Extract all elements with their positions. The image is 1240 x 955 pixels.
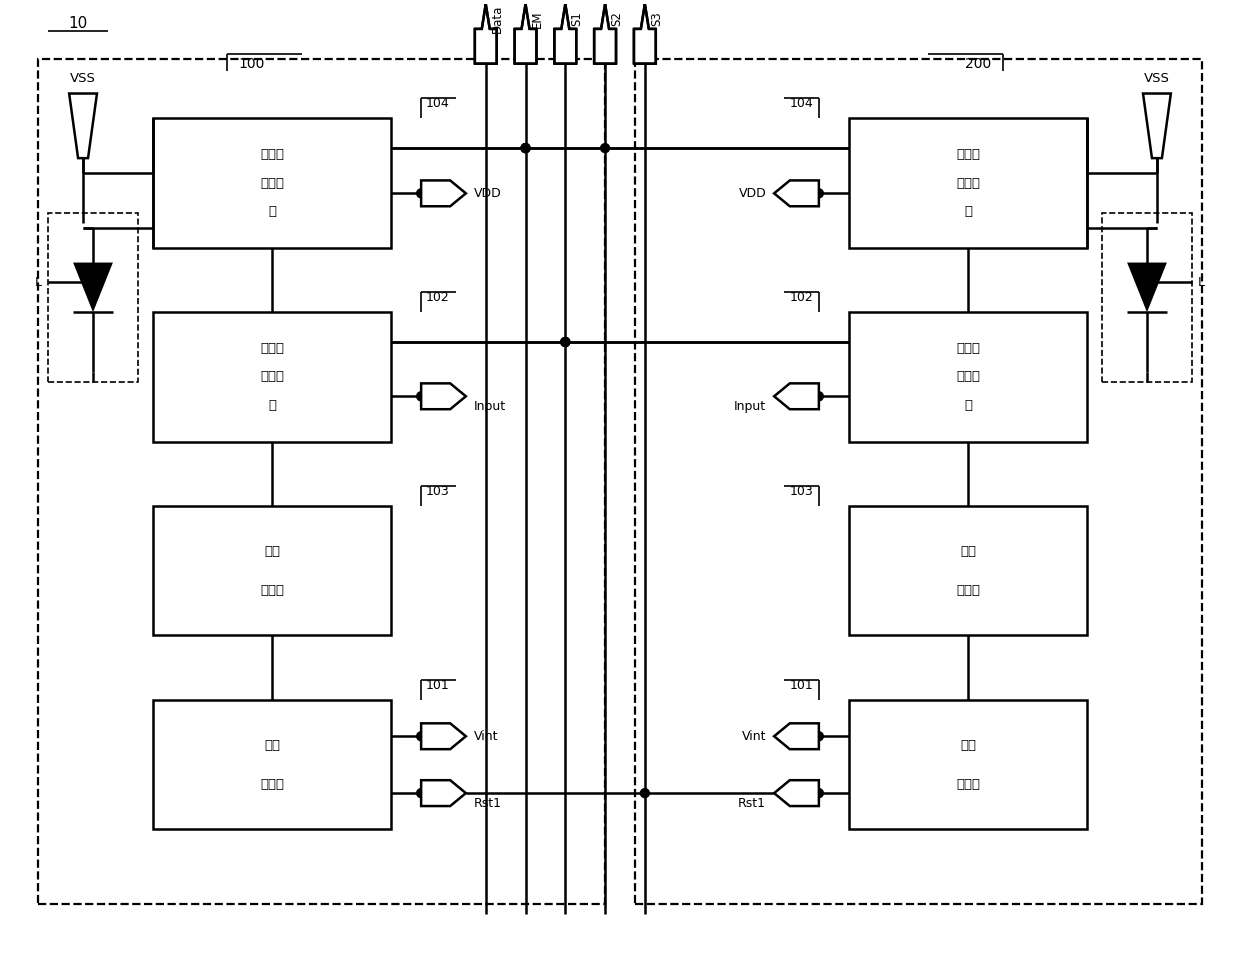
Circle shape <box>417 732 425 741</box>
Text: S3: S3 <box>650 11 663 27</box>
Circle shape <box>521 143 529 153</box>
Bar <box>848 506 1087 635</box>
Text: VSS: VSS <box>71 72 95 85</box>
Circle shape <box>1143 279 1151 286</box>
Text: 子电路: 子电路 <box>956 777 980 791</box>
Circle shape <box>417 392 425 401</box>
Circle shape <box>417 789 425 797</box>
Circle shape <box>560 337 570 347</box>
Circle shape <box>815 392 823 401</box>
Bar <box>153 506 392 635</box>
Text: 子电路: 子电路 <box>260 584 284 597</box>
Text: 偿子电: 偿子电 <box>260 371 284 383</box>
Polygon shape <box>422 723 466 749</box>
Text: Vint: Vint <box>474 730 498 743</box>
Bar <box>48 213 138 382</box>
Text: 路: 路 <box>268 399 277 412</box>
Text: 104: 104 <box>427 97 450 110</box>
Circle shape <box>521 143 529 153</box>
Polygon shape <box>515 4 537 64</box>
Polygon shape <box>422 780 466 806</box>
Text: Rst1: Rst1 <box>474 796 502 810</box>
Text: 制子电: 制子电 <box>260 177 284 189</box>
Text: 重置: 重置 <box>960 739 976 752</box>
Text: 101: 101 <box>427 679 450 691</box>
Text: Input: Input <box>734 400 766 413</box>
Text: Input: Input <box>474 400 506 413</box>
Polygon shape <box>69 94 97 159</box>
Bar <box>153 700 392 829</box>
Circle shape <box>815 189 823 198</box>
Bar <box>1102 213 1192 382</box>
Text: 制子电: 制子电 <box>956 177 980 189</box>
Text: S1: S1 <box>570 11 583 27</box>
Text: 104: 104 <box>790 97 813 110</box>
Polygon shape <box>1143 94 1171 159</box>
Text: 103: 103 <box>790 485 813 498</box>
Polygon shape <box>774 780 818 806</box>
Text: VDD: VDD <box>738 187 766 200</box>
Bar <box>635 58 1202 903</box>
Text: VDD: VDD <box>474 187 502 200</box>
Circle shape <box>89 279 97 286</box>
Text: 10: 10 <box>68 16 88 32</box>
Bar <box>153 118 392 247</box>
Text: 发光控: 发光控 <box>956 148 980 161</box>
Circle shape <box>815 732 823 741</box>
Circle shape <box>600 143 610 153</box>
Polygon shape <box>774 723 818 749</box>
Text: 路: 路 <box>268 205 277 218</box>
Polygon shape <box>1127 263 1167 312</box>
Bar <box>153 312 392 441</box>
Text: 发光控: 发光控 <box>260 148 284 161</box>
Bar <box>848 700 1087 829</box>
Text: 路: 路 <box>963 205 972 218</box>
Text: 100: 100 <box>239 56 265 71</box>
Polygon shape <box>774 180 818 206</box>
Text: L: L <box>35 276 42 289</box>
Polygon shape <box>774 383 818 409</box>
Polygon shape <box>422 180 466 206</box>
Bar <box>848 312 1087 441</box>
Text: L: L <box>1198 276 1205 289</box>
Polygon shape <box>594 4 616 64</box>
Text: S2: S2 <box>610 11 622 27</box>
Text: 子电路: 子电路 <box>956 584 980 597</box>
Text: Rst1: Rst1 <box>738 796 766 810</box>
Polygon shape <box>73 263 113 312</box>
Text: 驱动: 驱动 <box>264 545 280 558</box>
Text: Vint: Vint <box>742 730 766 743</box>
Text: 102: 102 <box>427 291 450 304</box>
Polygon shape <box>475 4 497 64</box>
Circle shape <box>640 789 650 797</box>
Text: 102: 102 <box>790 291 813 304</box>
Text: 重置: 重置 <box>264 739 280 752</box>
Circle shape <box>417 189 425 198</box>
Circle shape <box>560 337 570 347</box>
Text: 写入补: 写入补 <box>956 342 980 355</box>
Polygon shape <box>634 4 656 64</box>
Circle shape <box>560 337 570 347</box>
Text: 101: 101 <box>790 679 813 691</box>
Polygon shape <box>422 383 466 409</box>
Text: 驱动: 驱动 <box>960 545 976 558</box>
Text: 路: 路 <box>963 399 972 412</box>
Text: 偿子电: 偿子电 <box>956 371 980 383</box>
Circle shape <box>521 143 529 153</box>
Text: 200: 200 <box>965 56 991 71</box>
Text: EM: EM <box>531 11 543 28</box>
Text: 子电路: 子电路 <box>260 777 284 791</box>
Circle shape <box>815 789 823 797</box>
Text: 103: 103 <box>427 485 450 498</box>
Text: 写入补: 写入补 <box>260 342 284 355</box>
Text: Data: Data <box>491 5 503 33</box>
Bar <box>848 118 1087 247</box>
Text: VSS: VSS <box>1145 72 1169 85</box>
Bar <box>38 58 605 903</box>
Polygon shape <box>554 4 577 64</box>
